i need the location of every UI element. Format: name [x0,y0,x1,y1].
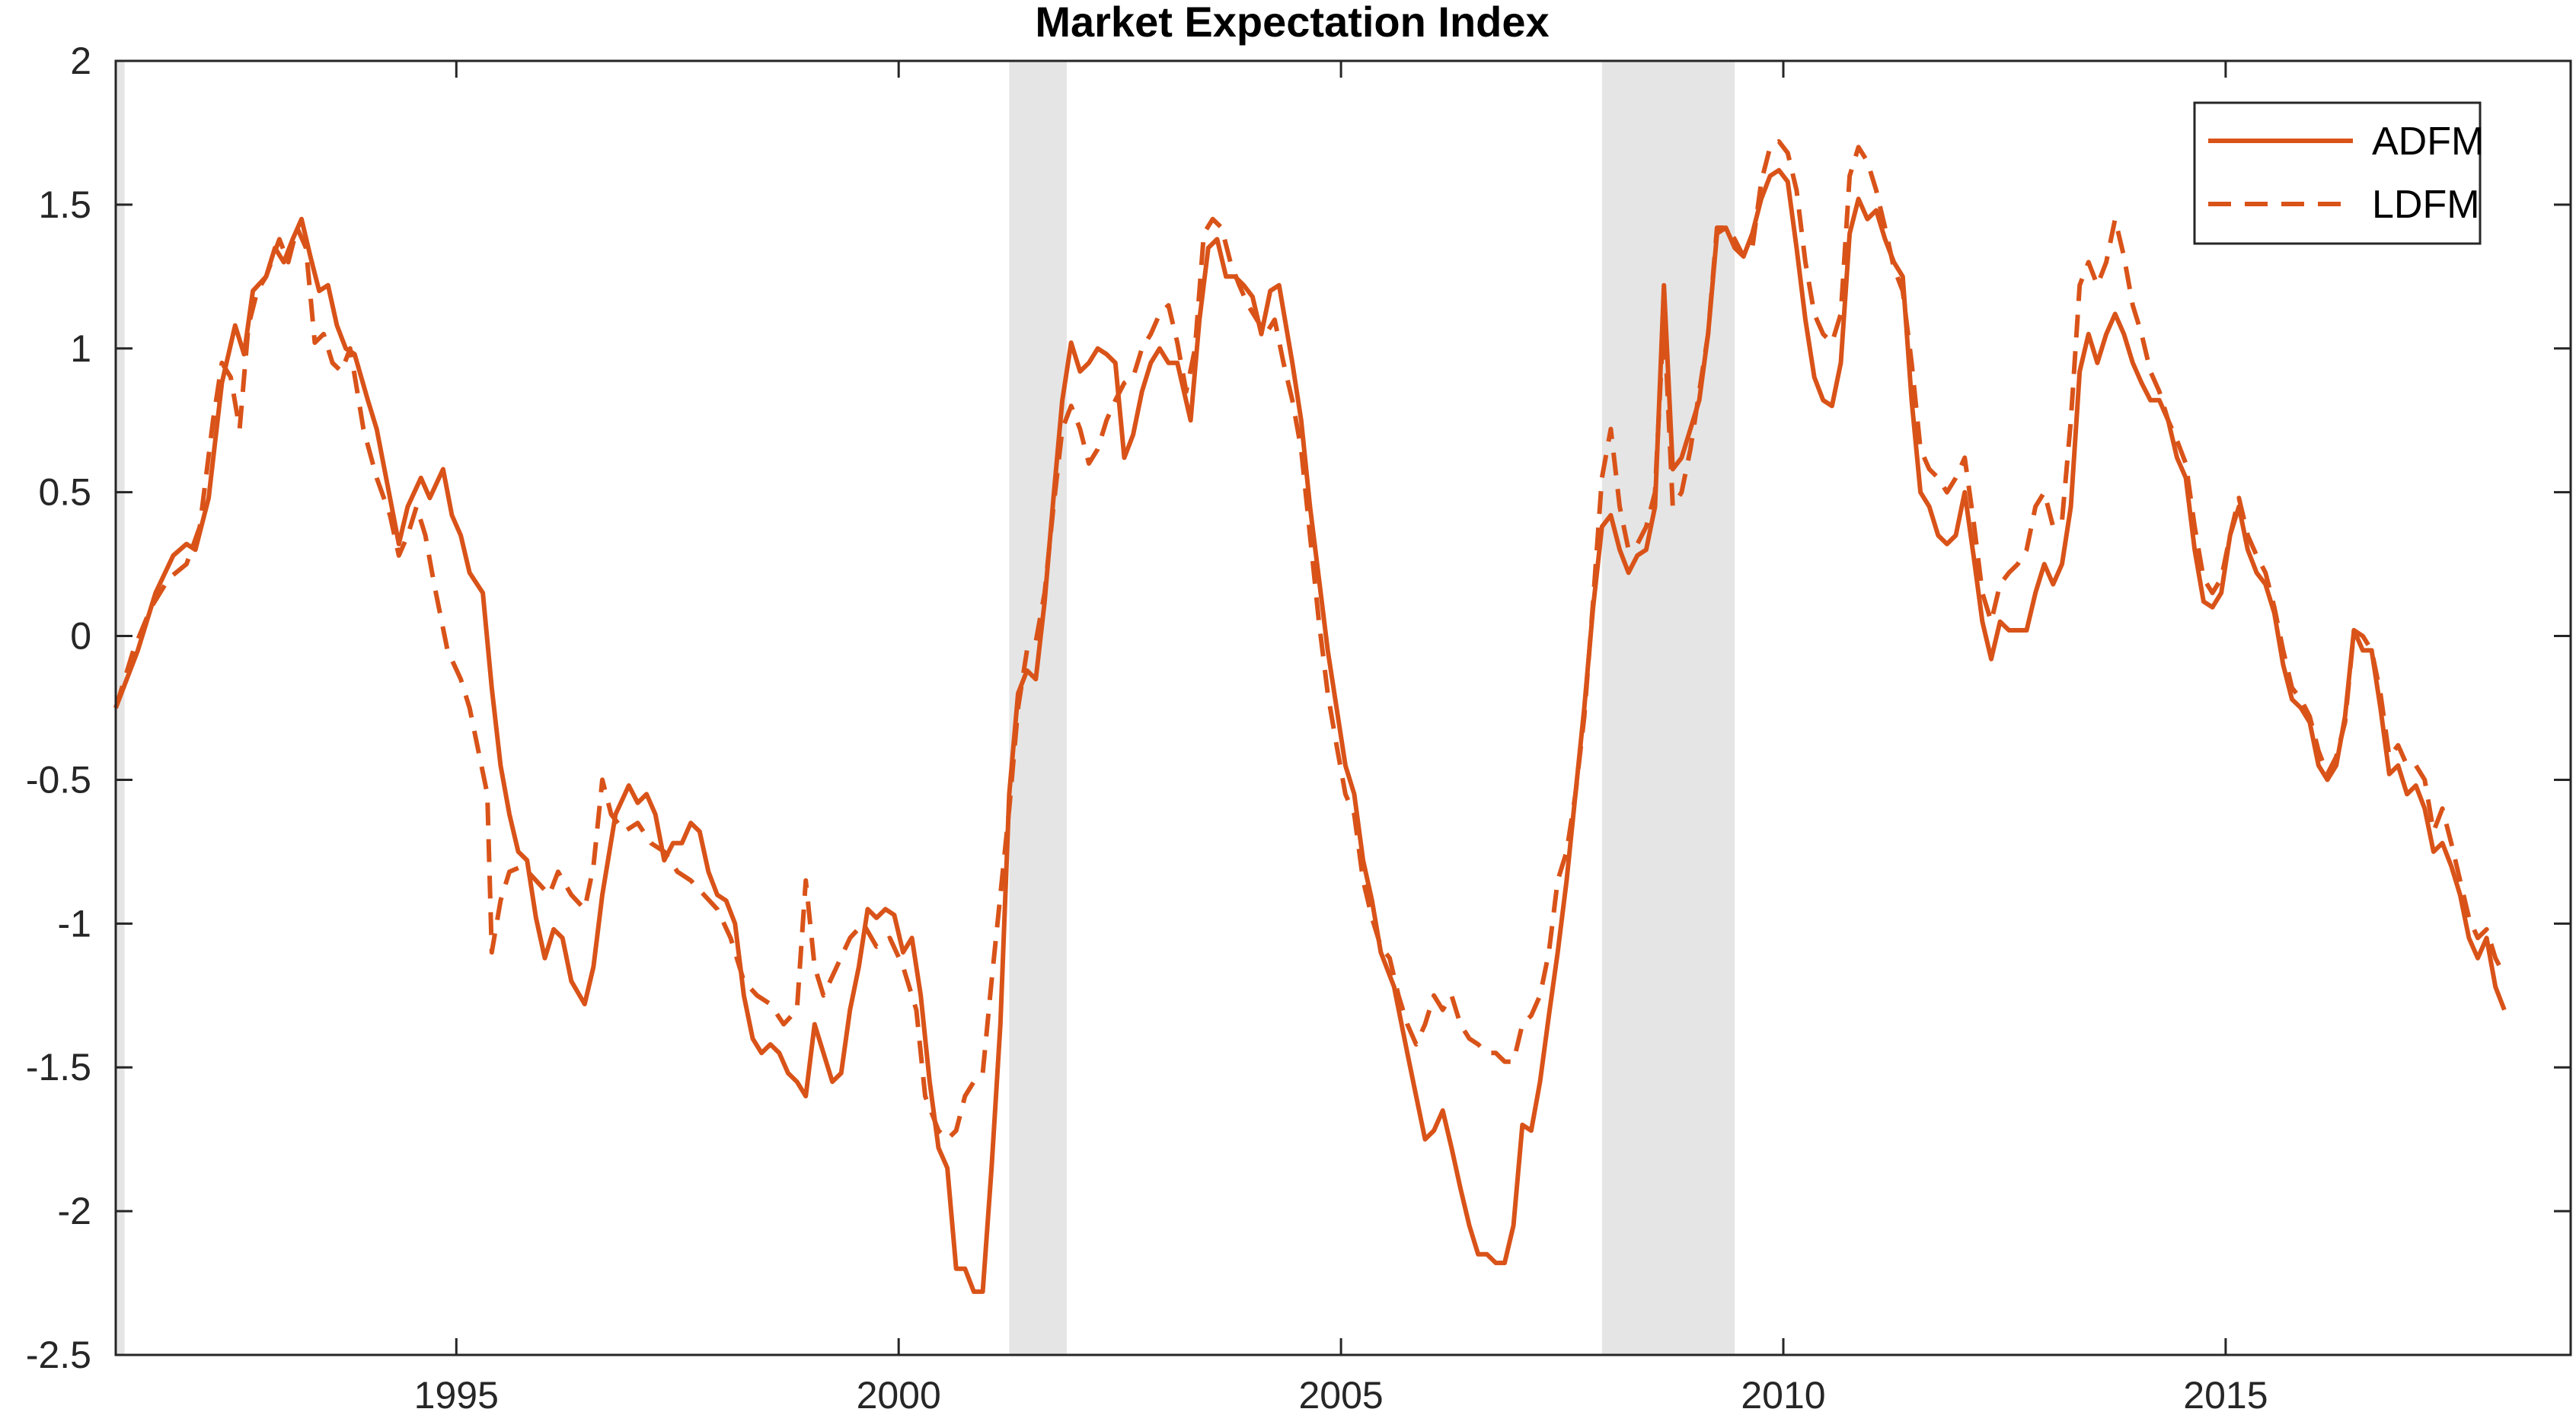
x-tick-label: 2000 [857,1374,941,1417]
x-tick-label: 2015 [2183,1374,2268,1417]
series-line-adfm [113,167,2507,1294]
x-tick-label: 2010 [1741,1374,1825,1417]
x-tick-label: 1995 [414,1374,499,1417]
shaded-period-0 [116,61,125,1355]
chart-title: Market Expectation Index [1035,0,1549,46]
legend: ADFM LDFM [2193,101,2484,245]
series-line-ldfm [113,139,2507,1142]
y-tick-label: 2 [70,40,91,82]
legend-label-ldfm: LDFM [2372,183,2480,227]
y-tick-label: 1 [70,327,91,370]
legend-label-adfm: ADFM [2372,120,2484,164]
y-tick-label: 1.5 [38,183,91,226]
plot-area-frame [114,59,2572,1356]
y-tick-label: 0 [70,615,91,658]
y-tick-label: -1.5 [26,1046,91,1089]
legend-box [2193,101,2482,245]
series-lines [113,139,2507,1294]
y-tick-label: -1 [58,902,91,945]
y-tick-label: -0.5 [26,758,91,801]
y-tick-label: -2.5 [26,1334,91,1376]
y-tick-label: 0.5 [38,471,91,514]
axis-ticks: 1995 2000 2005 2010 2015 2 1.5 1 0.5 0 -0.5 -1 -1.5 -… [26,40,2571,1417]
y-tick-label: -2 [58,1190,91,1232]
x-tick-label: 2005 [1298,1374,1383,1417]
